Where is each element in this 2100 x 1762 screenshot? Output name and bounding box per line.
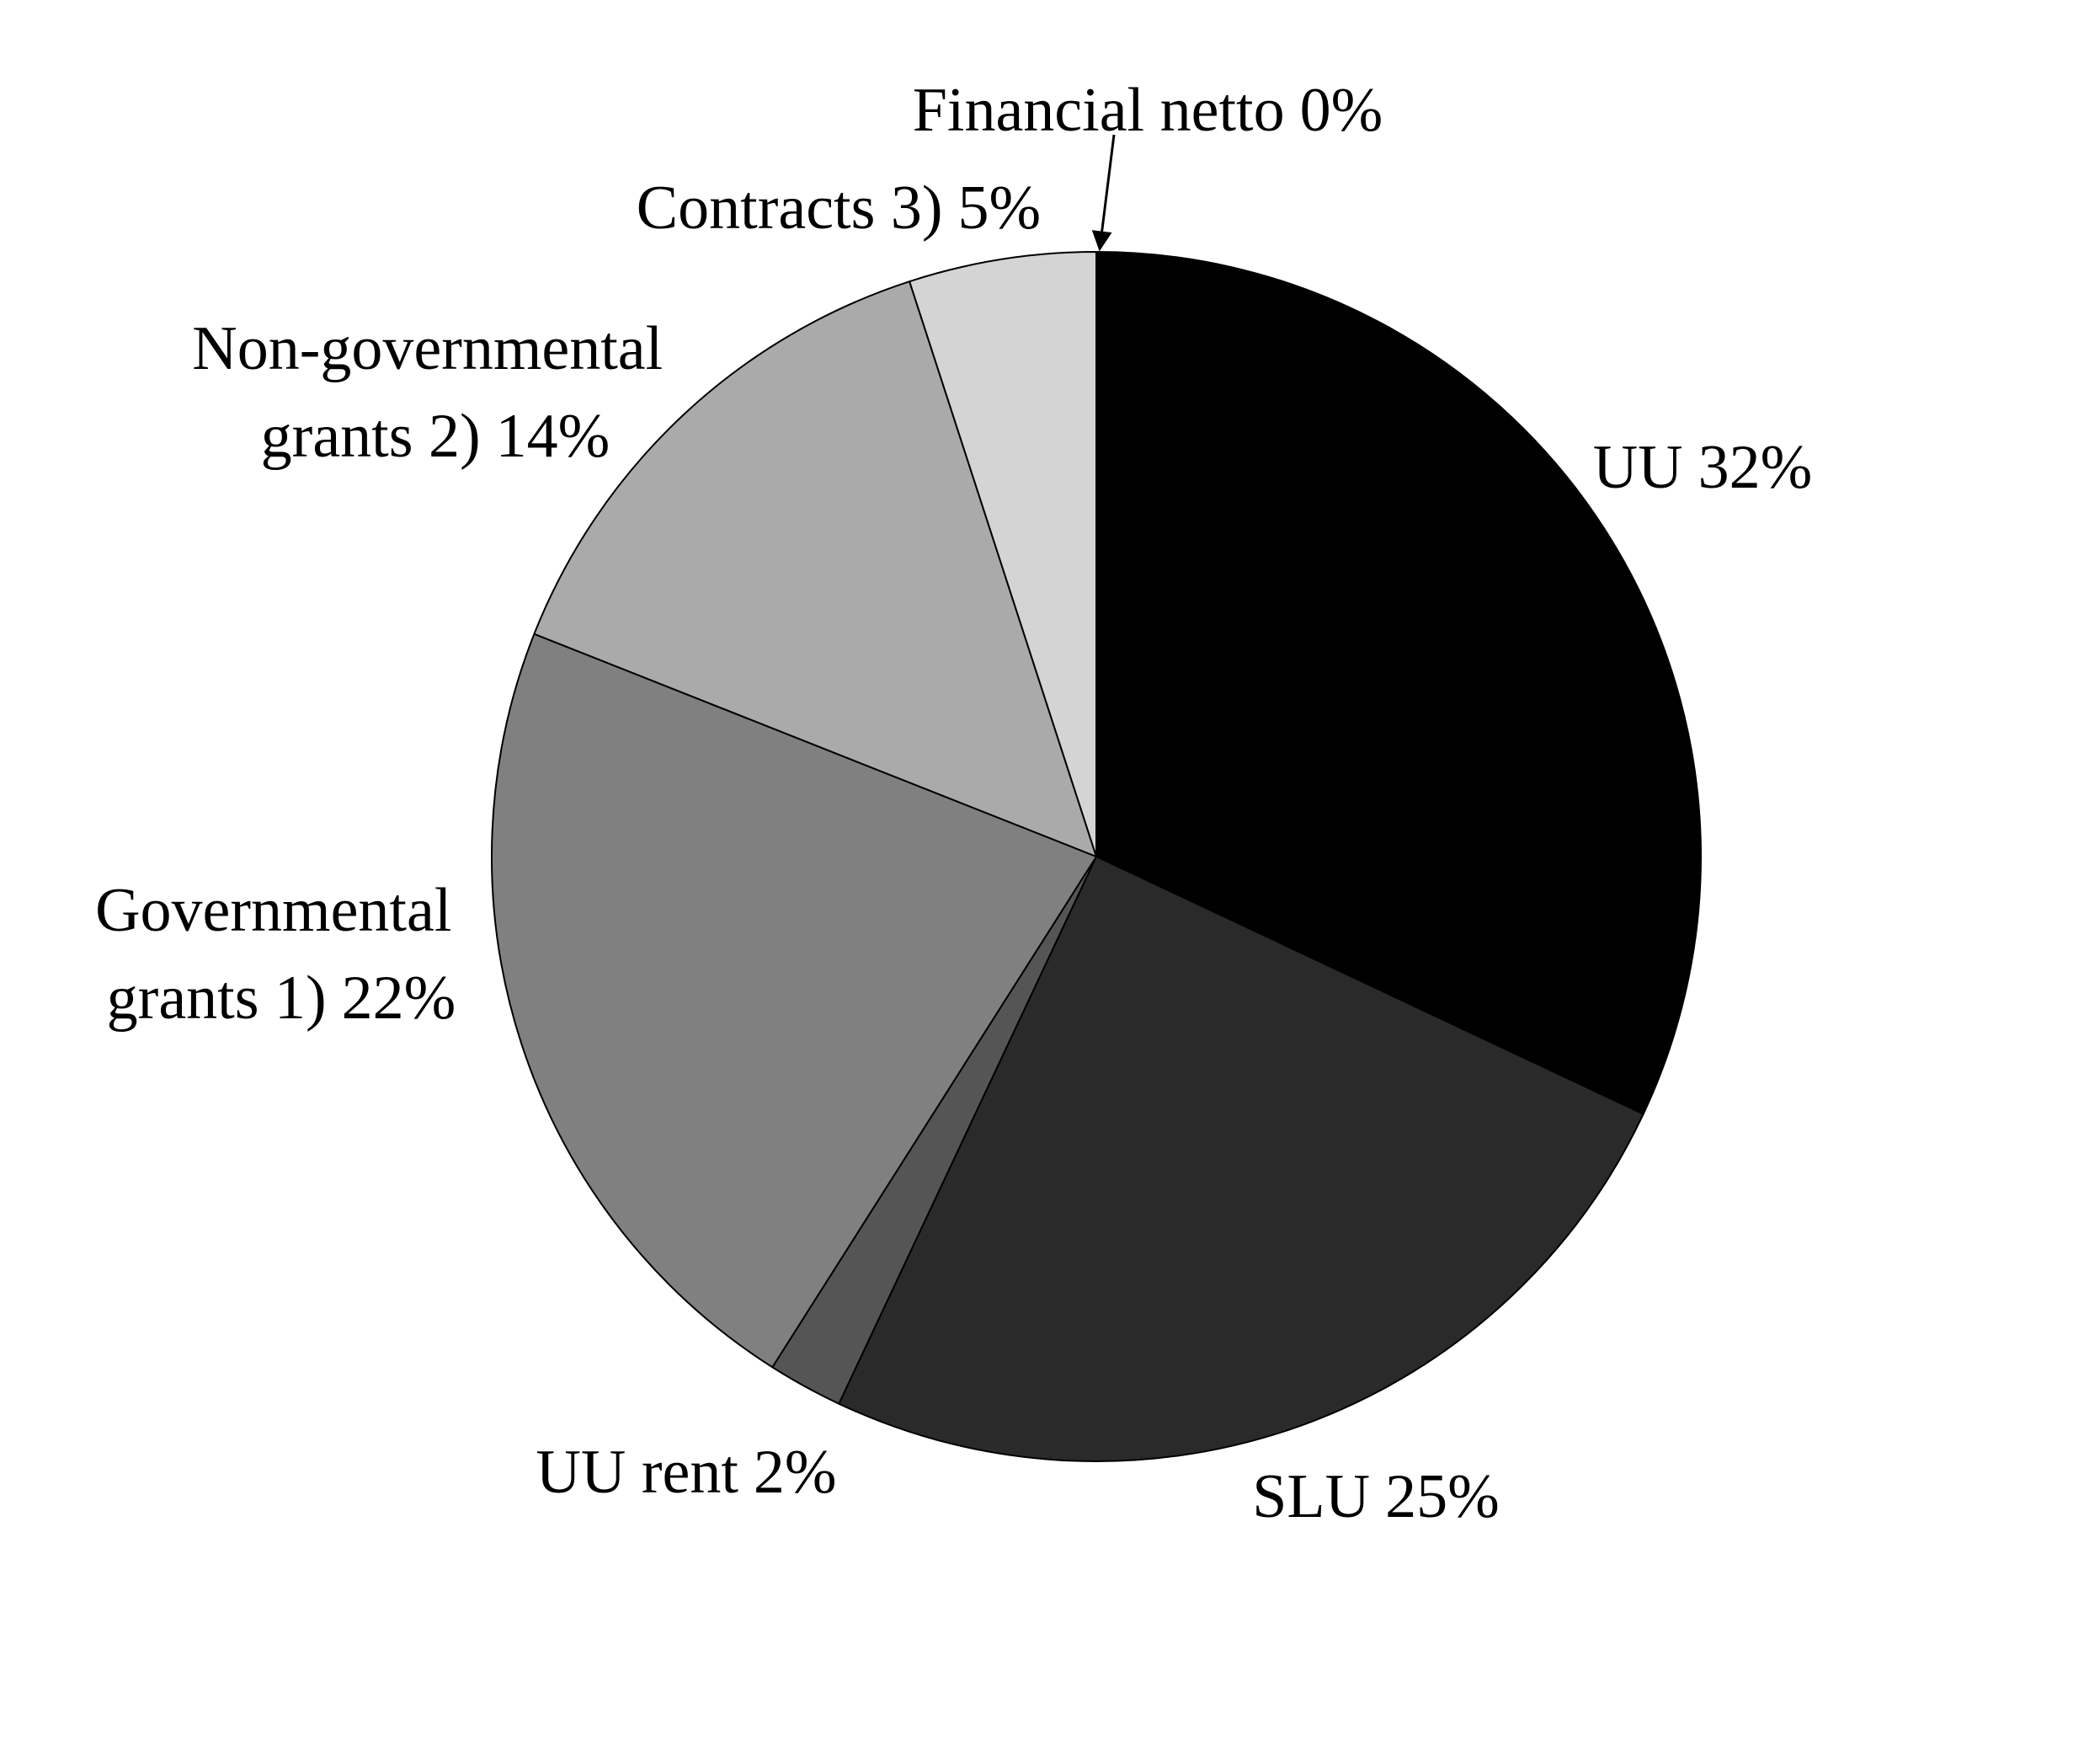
label-line: SLU [1252,1462,1370,1531]
label-line: grants 1) [107,964,327,1033]
label-line: Financial netto [913,76,1285,145]
pie-slice [491,633,1098,1369]
label-line: Contracts 3) [637,174,943,243]
pie [491,250,1702,1462]
label-line: UU [1593,433,1683,502]
label-line: grants 2) [261,402,481,471]
slice-label: Financial netto [913,76,1285,145]
value-label: 14% [496,402,610,471]
slice-label: SLU [1252,1462,1370,1531]
slice-label: Non-governmental grants 2) [192,314,678,471]
pie-slice [908,250,1097,857]
value-label: 5% [958,174,1042,243]
value-label: 22% [342,964,456,1033]
value-label: 2% [754,1438,837,1507]
slice-label: Contracts 3) [637,174,943,243]
slice-label: Governmental grants 1) [95,876,467,1033]
value-label: 0% [1300,76,1383,145]
leader-arrow [1091,134,1116,252]
value-label: 32% [1698,433,1813,502]
value-label: 25% [1385,1462,1500,1531]
pie-slice [1095,250,1702,1116]
label-line: Non-governmental [192,314,678,383]
label-line: UU rent [536,1438,738,1507]
label-line: Governmental [95,876,467,945]
pie-slice [837,855,1645,1462]
slice-label: UU rent [536,1438,738,1507]
slice-label: UU [1593,433,1683,502]
labels: UU 32% SLU 25% UU rent 2% Governmental grants … [95,76,1812,1531]
